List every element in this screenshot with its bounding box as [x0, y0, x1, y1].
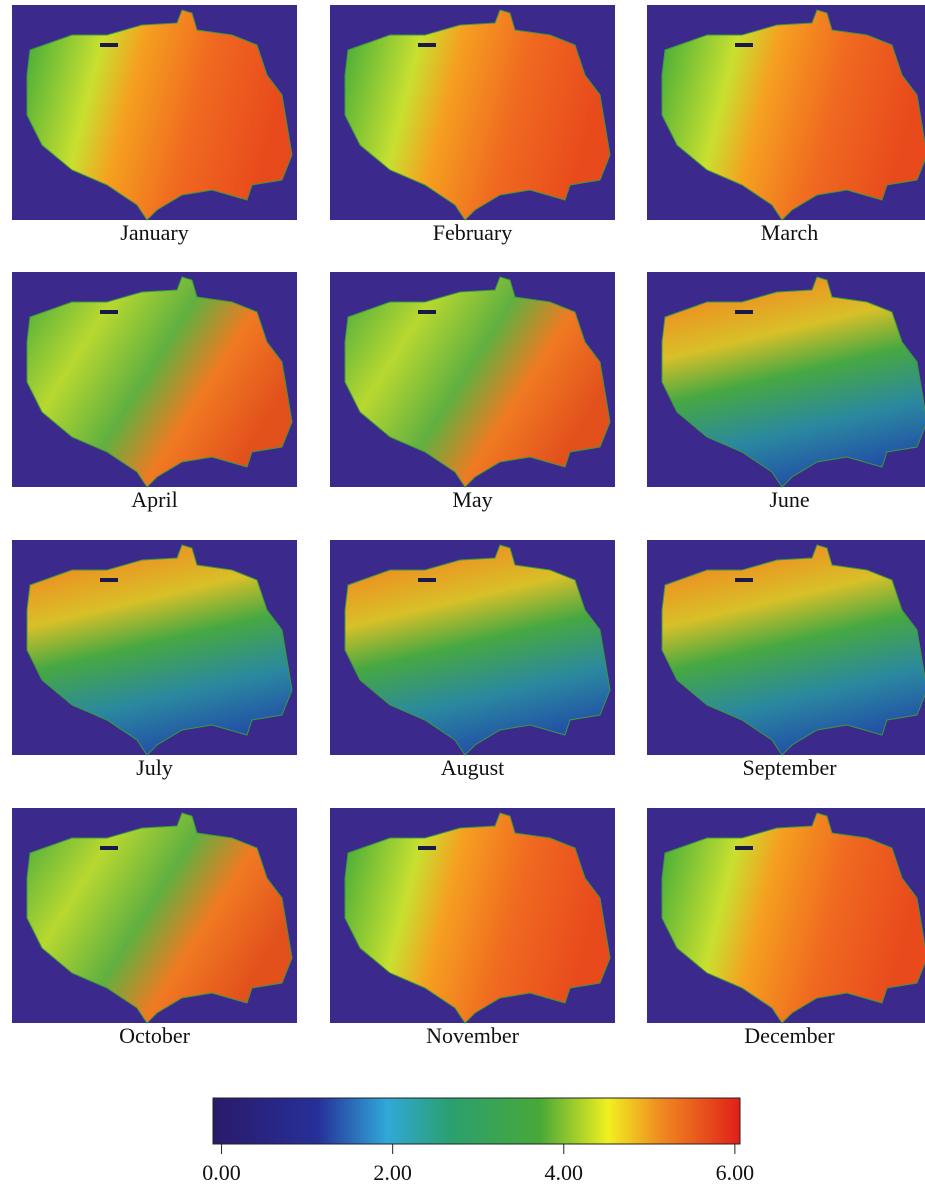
lake-mark — [418, 43, 436, 47]
month-label: March — [761, 220, 818, 245]
lake-mark — [100, 578, 118, 582]
colorbar-tick-label: 0.00 — [202, 1160, 241, 1185]
lake-mark — [418, 578, 436, 582]
month-label: October — [119, 1023, 191, 1048]
month-label: December — [744, 1023, 835, 1048]
month-label: July — [136, 755, 173, 780]
lake-mark — [418, 846, 436, 850]
map-panel — [330, 5, 615, 220]
lake-mark — [735, 310, 753, 314]
month-label: January — [120, 220, 188, 245]
lake-mark — [735, 578, 753, 582]
month-label: August — [441, 755, 505, 780]
map-panel — [647, 272, 925, 487]
map-panel — [330, 808, 615, 1023]
figure: January February March April May June July Augu… — [0, 0, 925, 1195]
lake-mark — [100, 43, 118, 47]
month-label: May — [452, 487, 492, 512]
map-panel — [12, 540, 297, 755]
colorbar-tick-label: 2.00 — [373, 1160, 412, 1185]
lake-mark — [418, 310, 436, 314]
map-panel — [12, 5, 297, 220]
map-panel — [330, 540, 615, 755]
map-panel — [330, 272, 615, 487]
month-label: November — [426, 1023, 520, 1048]
map-panel — [647, 808, 925, 1023]
month-label: April — [131, 487, 177, 512]
colorbar-tick-label: 6.00 — [716, 1160, 755, 1185]
month-label: June — [769, 487, 809, 512]
map-panel — [12, 808, 297, 1023]
lake-mark — [735, 43, 753, 47]
colorbar-tick-label: 4.00 — [545, 1160, 584, 1185]
colorbar: 0.00 2.00 4.00 6.00 — [202, 1098, 754, 1185]
map-panel — [12, 272, 297, 487]
panels: January February March April May June July Augu… — [12, 5, 925, 1048]
lake-mark — [100, 310, 118, 314]
map-panel — [647, 5, 925, 220]
month-label: February — [433, 220, 512, 245]
map-panel — [647, 540, 925, 755]
colorbar-gradient — [213, 1098, 740, 1144]
lake-mark — [100, 846, 118, 850]
month-label: September — [742, 755, 837, 780]
lake-mark — [735, 846, 753, 850]
